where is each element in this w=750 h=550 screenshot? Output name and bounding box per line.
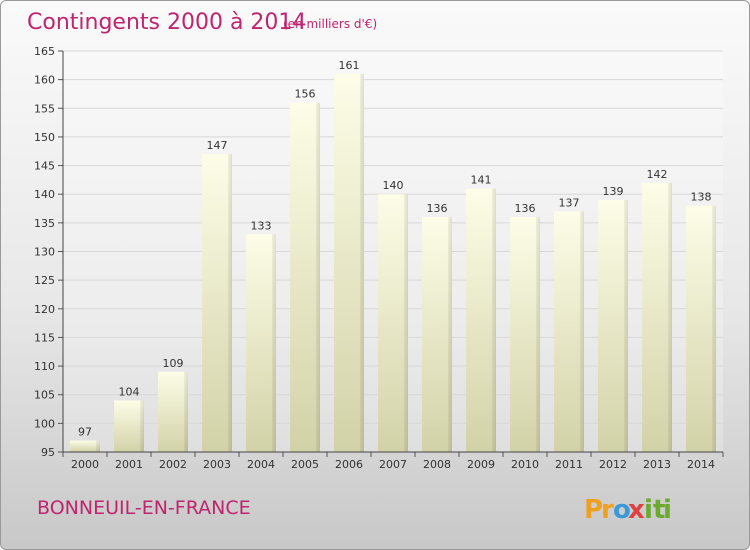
data-label: 133 <box>251 219 272 232</box>
bar-shade <box>403 194 408 452</box>
x-tick-label: 2010 <box>511 458 539 471</box>
data-label: 140 <box>383 179 404 192</box>
location-label: BONNEUIL-EN-FRANCE <box>37 497 251 519</box>
bar-shade <box>711 205 716 452</box>
y-tick-label: 120 <box>34 303 55 316</box>
axes: 95 100 105 110 115 120 125 130 135 140 145 150 155 16… <box>34 45 724 471</box>
brand-logo: Pr ox i ti <box>584 495 672 525</box>
x-tick-label: 2002 <box>159 458 187 471</box>
bar <box>686 205 716 452</box>
x-tick-label: 2005 <box>291 458 319 471</box>
bar-shade <box>491 188 496 452</box>
x-tick-label: 2003 <box>203 458 231 471</box>
bar-shade <box>139 400 144 452</box>
bar-shade <box>667 182 672 452</box>
brand-letter: i <box>644 495 653 525</box>
chart-subtitle: (en milliers d'€) <box>283 17 377 31</box>
x-tick-label: 2004 <box>247 458 275 471</box>
data-label: 156 <box>295 88 316 101</box>
bar-shade <box>227 154 232 452</box>
y-tick-label: 165 <box>34 45 55 58</box>
bar-shade <box>359 73 364 453</box>
data-label: 142 <box>647 168 668 181</box>
bar <box>246 234 276 452</box>
chart-title: Contingents 2000 à 2014 <box>27 10 306 35</box>
bar <box>114 400 144 452</box>
bar-shade <box>95 440 100 452</box>
data-label: 109 <box>163 357 184 370</box>
bar <box>466 188 496 452</box>
bar <box>378 194 408 452</box>
x-tick-label: 2001 <box>115 458 143 471</box>
brand-letter: i <box>663 495 672 525</box>
x-tick-label: 2008 <box>423 458 451 471</box>
y-tick-label: 160 <box>34 74 55 87</box>
data-label: 137 <box>559 196 580 209</box>
brand-letter: x <box>628 495 645 525</box>
brand-letter: t <box>653 495 665 525</box>
bar <box>422 217 452 452</box>
y-tick-label: 140 <box>34 188 55 201</box>
x-tick-label: 2011 <box>555 458 583 471</box>
brand-letter: P <box>584 495 603 525</box>
y-tick-label: 145 <box>34 160 55 173</box>
bar <box>202 154 232 452</box>
bar-shade <box>271 234 276 452</box>
bar-shade <box>623 199 628 452</box>
y-tick-label: 150 <box>34 131 55 144</box>
bar-shade <box>579 211 584 452</box>
y-tick-label: 95 <box>41 446 55 459</box>
bar-shade <box>447 217 452 452</box>
bar <box>290 102 320 453</box>
y-tick-label: 100 <box>34 417 55 430</box>
x-tick-label: 2009 <box>467 458 495 471</box>
y-tick-label: 130 <box>34 246 55 259</box>
bar-shade <box>183 371 188 452</box>
y-tick-label: 105 <box>34 389 55 402</box>
x-tick-label: 2000 <box>71 458 99 471</box>
data-label: 138 <box>691 191 712 204</box>
data-label: 97 <box>78 426 92 439</box>
bar <box>158 371 188 452</box>
bar <box>642 182 672 452</box>
y-tick-label: 135 <box>34 217 55 230</box>
bar <box>510 217 540 452</box>
data-label: 136 <box>515 202 536 215</box>
bars: 97 104 109 147 133 156 161 140 136 141 136 137 139 14… <box>70 59 716 453</box>
x-tick-label: 2012 <box>599 458 627 471</box>
x-tick-label: 2006 <box>335 458 363 471</box>
x-tick-label: 2013 <box>643 458 671 471</box>
bar <box>334 73 364 453</box>
data-label: 147 <box>207 139 228 152</box>
data-label: 161 <box>339 59 360 72</box>
x-tick-label: 2014 <box>687 458 715 471</box>
data-label: 136 <box>427 202 448 215</box>
x-tick-label: 2007 <box>379 458 407 471</box>
bar <box>598 199 628 452</box>
bar-shade <box>535 217 540 452</box>
data-label: 141 <box>471 173 492 186</box>
bar-shade <box>315 102 320 453</box>
bar <box>70 440 100 452</box>
data-label: 104 <box>119 385 140 398</box>
y-tick-label: 110 <box>34 360 55 373</box>
y-tick-label: 155 <box>34 102 55 115</box>
y-tick-label: 115 <box>34 331 55 344</box>
data-label: 139 <box>603 185 624 198</box>
brand-letter: r <box>601 495 614 525</box>
y-tick-label: 125 <box>34 274 55 287</box>
brand-letter: o <box>613 495 631 525</box>
bar <box>554 211 584 452</box>
